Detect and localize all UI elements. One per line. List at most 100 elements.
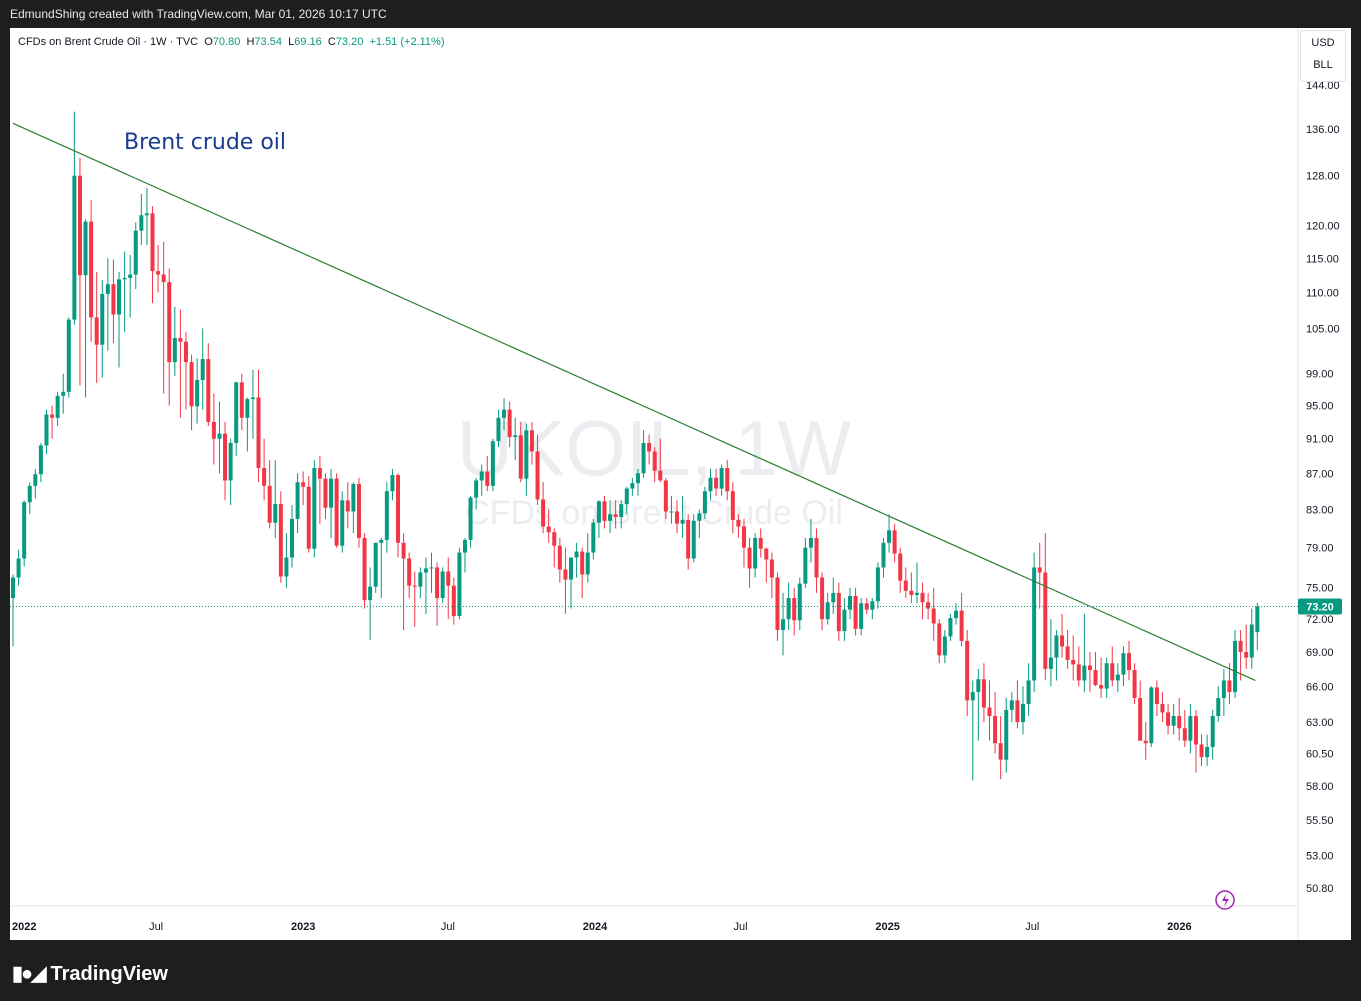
candle-body bbox=[440, 571, 445, 599]
y-tick-label: 53.00 bbox=[1306, 850, 1334, 862]
candle-body bbox=[507, 409, 512, 437]
candle-body bbox=[998, 743, 1003, 760]
y-tick-label: 87.00 bbox=[1306, 468, 1334, 480]
candle-body bbox=[83, 221, 88, 276]
candle-body bbox=[94, 317, 99, 345]
y-tick-label: 105.00 bbox=[1306, 323, 1340, 335]
candle-body bbox=[518, 435, 523, 479]
candle-body bbox=[178, 337, 183, 342]
candle-body bbox=[624, 488, 629, 505]
y-tick-label: 120.00 bbox=[1306, 220, 1340, 232]
currency-unit[interactable]: USD bbox=[1311, 37, 1335, 49]
candle-body bbox=[959, 610, 964, 641]
candle-body bbox=[1138, 698, 1143, 741]
candle-body bbox=[954, 610, 959, 619]
candle-body bbox=[1020, 703, 1025, 723]
candle-body bbox=[1216, 698, 1221, 717]
x-tick-label: Jul bbox=[441, 921, 455, 933]
candle-body bbox=[619, 504, 624, 518]
candle-body bbox=[870, 601, 875, 610]
candle-body bbox=[50, 414, 55, 418]
candle-body bbox=[167, 282, 172, 363]
x-tick-label: 2025 bbox=[875, 921, 899, 933]
candle-body bbox=[200, 359, 205, 380]
candle-body bbox=[368, 586, 373, 601]
candle-body bbox=[27, 485, 32, 503]
candle-body bbox=[887, 530, 892, 543]
candle-body bbox=[396, 475, 401, 543]
candle-body bbox=[1054, 635, 1059, 658]
candle-body bbox=[574, 551, 579, 558]
tradingview-logo-icon: ▮●◢ bbox=[12, 963, 46, 985]
x-tick-label: Jul bbox=[1025, 921, 1039, 933]
candle-body bbox=[1188, 716, 1193, 741]
candle-body bbox=[111, 284, 116, 315]
x-tick-label: Jul bbox=[733, 921, 747, 933]
candle-body bbox=[875, 567, 880, 602]
candle-body bbox=[479, 471, 484, 481]
y-tick-label: 55.50 bbox=[1306, 815, 1334, 827]
legend-change: +1.51 (+2.11%) bbox=[369, 36, 445, 48]
candle-body bbox=[1104, 663, 1109, 689]
candle-body bbox=[792, 598, 797, 621]
candle-body bbox=[747, 547, 752, 569]
candle-body bbox=[580, 551, 585, 575]
candle-body bbox=[33, 474, 38, 486]
candle-body bbox=[44, 414, 49, 446]
chart-frame[interactable]: UKOIL, 1W CFDs on Brent Crude Oil 50.80 53.… bbox=[10, 28, 1351, 940]
candle-body bbox=[775, 577, 780, 630]
last-price-label: 73.20 bbox=[1306, 601, 1334, 613]
candle-body bbox=[496, 417, 501, 442]
candle-body bbox=[1199, 744, 1204, 758]
candle-body bbox=[1004, 709, 1009, 760]
candle-body bbox=[1205, 746, 1210, 758]
candle-body bbox=[1249, 624, 1254, 658]
candle-body bbox=[317, 468, 322, 479]
candle-body bbox=[948, 618, 953, 637]
candle-body bbox=[144, 213, 149, 216]
candle-body bbox=[228, 442, 233, 481]
candle-body bbox=[462, 539, 467, 553]
candle-body bbox=[602, 501, 607, 521]
candle-body bbox=[1065, 646, 1070, 660]
tradingview-logo[interactable]: ▮●◢ TradingView bbox=[12, 961, 168, 986]
candle-body bbox=[1244, 651, 1249, 658]
candle-body bbox=[206, 359, 211, 422]
candle-body bbox=[1093, 670, 1098, 686]
y-tick-label: 91.00 bbox=[1306, 434, 1334, 446]
candle-body bbox=[926, 602, 931, 609]
candle-body bbox=[976, 679, 981, 693]
candle-body bbox=[345, 500, 350, 512]
candle-body bbox=[384, 491, 389, 540]
x-tick-label: 2026 bbox=[1167, 921, 1191, 933]
currency-quote[interactable]: BLL bbox=[1313, 59, 1333, 71]
candles-group bbox=[11, 111, 1260, 781]
candle-body bbox=[250, 397, 255, 400]
candle-body bbox=[379, 539, 384, 543]
candle-body bbox=[970, 692, 975, 701]
candle-body bbox=[1032, 567, 1037, 681]
candle-body bbox=[262, 468, 267, 486]
candle-body bbox=[1132, 670, 1137, 699]
candle-body bbox=[881, 542, 886, 568]
candle-body bbox=[658, 470, 663, 481]
candle-body bbox=[993, 716, 998, 744]
currency-selector[interactable]: USD BLL bbox=[1300, 30, 1346, 82]
candle-body bbox=[719, 468, 724, 489]
candle-body bbox=[931, 608, 936, 624]
flash-icon bbox=[1215, 890, 1235, 910]
candle-body bbox=[909, 590, 914, 595]
candle-body bbox=[1238, 640, 1243, 652]
candle-body bbox=[569, 557, 573, 580]
candle-body bbox=[1166, 712, 1171, 726]
candle-body bbox=[301, 482, 306, 487]
candle-body bbox=[407, 558, 412, 586]
legend-symbol: CFDs on Brent Crude Oil · 1W · TVC bbox=[18, 36, 199, 48]
candle-body bbox=[892, 530, 897, 554]
candle-body bbox=[753, 537, 758, 569]
candle-body bbox=[914, 592, 919, 595]
candle-body bbox=[1233, 640, 1238, 693]
candle-body bbox=[100, 293, 105, 345]
watermark-symbol: UKOIL, 1W bbox=[457, 404, 852, 492]
